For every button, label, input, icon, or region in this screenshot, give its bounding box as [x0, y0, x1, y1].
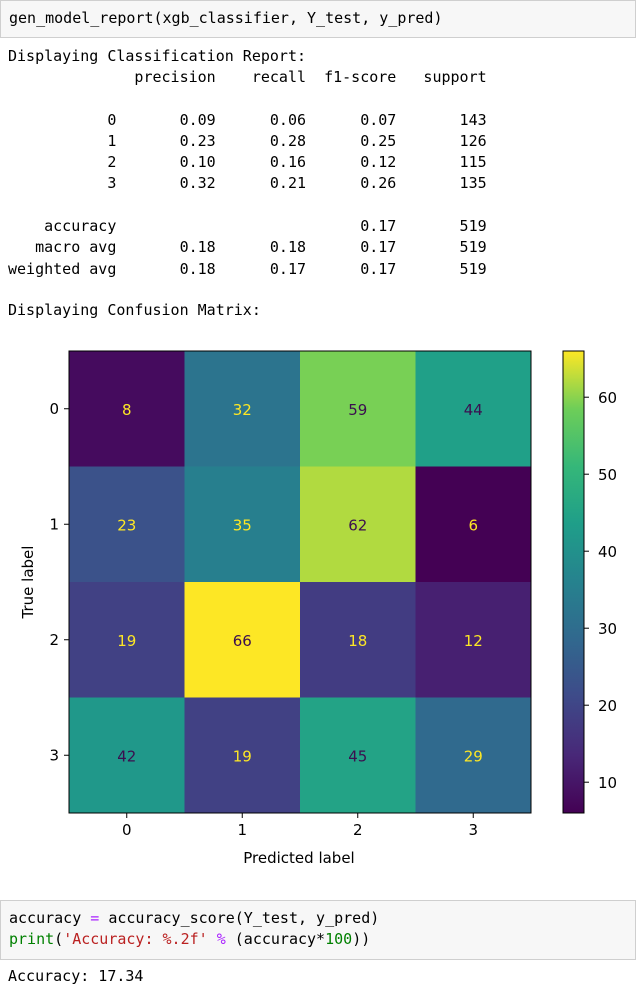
heatmap-cell: [415, 466, 531, 582]
cell-value: 19: [117, 632, 136, 650]
x-tick-label: 0: [122, 821, 132, 839]
confusion-matrix-heading: Displaying Confusion Matrix:: [8, 301, 261, 319]
heatmap-cell: [69, 351, 185, 467]
heatmap-cell: [184, 466, 300, 582]
colorbar-tick-label: 30: [598, 620, 617, 638]
heatmap-cell: [69, 582, 185, 698]
code-line-1[interactable]: accuracy = accuracy_score(Y_test, y_pred…: [9, 909, 380, 927]
y-tick-label: 2: [49, 631, 59, 649]
cell-value: 12: [464, 632, 483, 650]
heatmap-cell: [300, 582, 416, 698]
cell-value: 6: [468, 516, 478, 534]
colorbar: [562, 350, 585, 814]
heatmap-cell: [415, 351, 531, 467]
cell-value: 35: [233, 516, 252, 534]
cell-value: 44: [464, 401, 483, 419]
heatmap-cell: [69, 466, 185, 582]
heatmap-cell: [300, 351, 416, 467]
colorbar-tick-label: 20: [598, 697, 617, 715]
colorbar-tick-label: 50: [598, 466, 617, 484]
cell-value: 59: [348, 401, 367, 419]
code-line-2[interactable]: print('Accuracy: %.2f' % (accuracy*100)): [9, 930, 371, 948]
report-text: precision recall f1-score support 0 0.09…: [8, 68, 487, 278]
plot-frame: [68, 350, 532, 814]
cell-value: 8: [122, 401, 132, 419]
heatmap-cell: [415, 582, 531, 698]
colorbar-tick-label: 10: [598, 774, 617, 792]
accuracy-output: Accuracy: 17.34: [8, 967, 144, 985]
heatmap-cell: [69, 697, 185, 813]
heatmap-cell: [184, 582, 300, 698]
y-axis-label: True label: [19, 546, 37, 620]
heatmap-cell: [184, 697, 300, 813]
code-line[interactable]: gen_model_report(xgb_classifier, Y_test,…: [9, 9, 443, 27]
cell-value: 32: [233, 401, 252, 419]
colorbar-tick-label: 40: [598, 543, 617, 561]
cell-value: 23: [117, 516, 136, 534]
x-tick-label: 2: [353, 821, 363, 839]
cell-value: 66: [233, 632, 252, 650]
x-tick-label: 3: [468, 821, 478, 839]
cell-value: 42: [117, 747, 136, 765]
y-tick-label: 1: [49, 515, 59, 533]
x-tick-label: 1: [237, 821, 247, 839]
heatmap-cell: [300, 466, 416, 582]
cell-value: 19: [233, 747, 252, 765]
y-tick-label: 0: [49, 400, 59, 418]
cell-value: 29: [464, 747, 483, 765]
code-cell-accuracy[interactable]: accuracy = accuracy_score(Y_test, y_pred…: [0, 900, 636, 960]
x-axis-label: Predicted label: [243, 849, 354, 867]
report-heading: Displaying Classification Report:: [8, 47, 307, 65]
heatmap-cell: [300, 697, 416, 813]
cell-value: 45: [348, 747, 367, 765]
code-cell-report[interactable]: gen_model_report(xgb_classifier, Y_test,…: [0, 0, 636, 38]
cell-value: 62: [348, 516, 367, 534]
heatmap-cell: [415, 697, 531, 813]
cell-value: 18: [348, 632, 367, 650]
heatmap-cell: [184, 351, 300, 467]
colorbar-tick-label: 60: [598, 389, 617, 407]
y-tick-label: 3: [49, 746, 59, 764]
